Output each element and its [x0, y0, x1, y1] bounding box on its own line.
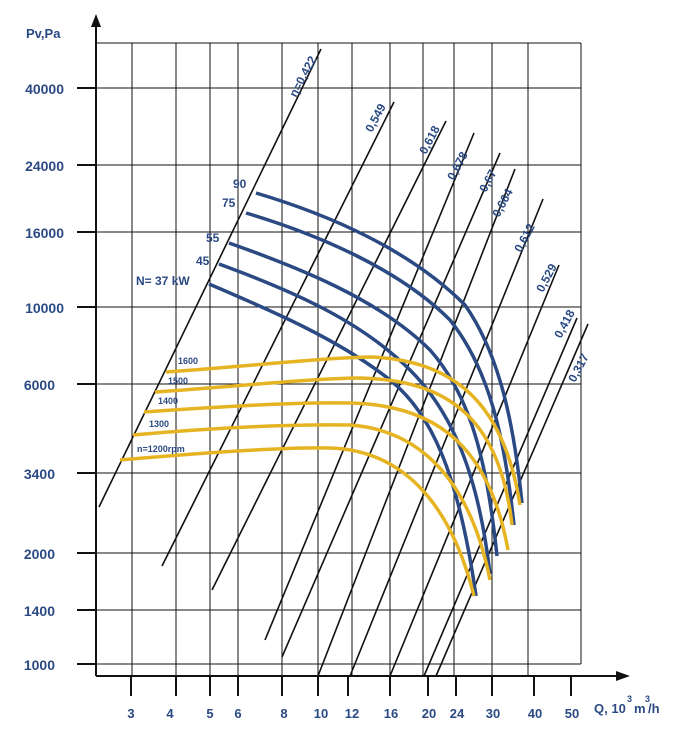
y-axis-ticks — [77, 87, 96, 665]
power-curve-45kW — [218, 262, 492, 575]
y-tick-label: 10000 — [25, 300, 64, 316]
speed-curve-1400rpm — [143, 401, 510, 551]
y-axis-title: Pv,Pa — [26, 26, 61, 41]
eff-label: 0,618 — [416, 123, 443, 156]
power-label-45: 45 — [196, 254, 210, 268]
x-tick-label: 6 — [234, 706, 241, 721]
y-tick-label: 40000 — [25, 81, 64, 97]
eff-line-0.67 — [281, 152, 501, 658]
speed-curves — [119, 355, 522, 597]
efficiency-lines — [98, 48, 589, 677]
eff-label: 0,678 — [444, 149, 471, 182]
speed-label-1200: n=1200rpm — [137, 444, 185, 454]
x-tick-label: 40 — [528, 706, 542, 721]
eff-line-0.549 — [161, 101, 395, 567]
y-tick-label: 24000 — [25, 158, 64, 174]
x-tick-label: 8 — [280, 706, 287, 721]
x-tick-label: 50 — [565, 706, 579, 721]
power-curve-75kW — [245, 211, 516, 526]
x-tick-label: 4 — [166, 706, 174, 721]
eff-label: η=0,422 — [286, 53, 319, 99]
power-label-55: 55 — [206, 231, 220, 245]
axes — [91, 14, 630, 681]
speed-curve-1300rpm — [132, 423, 492, 581]
x-axis-tick-labels: 3 4 5 6 8 10 12 16 20 24 30 40 50 — [127, 706, 579, 721]
power-label-90: 90 — [233, 177, 247, 191]
y-tick-label: 3400 — [24, 466, 55, 482]
x-axis-title: Q, 10 3 m 3 /h — [594, 694, 660, 716]
x-tick-label: 5 — [206, 706, 213, 721]
x-tick-label: 12 — [345, 706, 359, 721]
eff-label: 0,529 — [533, 261, 560, 294]
power-labels: 90 75 55 45 N= 37 kW — [136, 177, 247, 288]
y-tick-label: 1000 — [24, 657, 55, 673]
eff-line-0.422 — [98, 48, 322, 508]
eff-line-0.664 — [317, 168, 516, 677]
speed-label-1300: 1300 — [149, 419, 169, 429]
speed-curve-1600rpm — [165, 355, 522, 506]
speed-label-1400: 1400 — [158, 396, 178, 406]
eff-label: 0,612 — [511, 221, 538, 254]
eff-label: 0,549 — [362, 101, 389, 134]
eff-label: 0,67 — [476, 167, 499, 194]
svg-text:3: 3 — [627, 694, 632, 704]
x-tick-label: 20 — [422, 706, 436, 721]
speed-curve-1200rpm — [119, 446, 476, 597]
speed-label-1600: 1600 — [178, 356, 198, 366]
x-tick-label: 24 — [450, 706, 465, 721]
speed-labels: 1600 1500 1400 1300 n=1200rpm — [137, 356, 198, 454]
y-tick-label: 1400 — [24, 603, 55, 619]
x-tick-label: 10 — [314, 706, 328, 721]
power-curve-90kW — [255, 191, 524, 504]
y-tick-label: 2000 — [24, 546, 55, 562]
eff-line-0.612 — [349, 198, 544, 677]
eff-line-0.418 — [423, 317, 578, 677]
power-label-75: 75 — [222, 196, 236, 210]
svg-text:3: 3 — [645, 694, 650, 704]
power-curve-55kW — [228, 241, 499, 557]
svg-text:m: m — [634, 701, 646, 716]
eff-label: 0,664 — [489, 186, 516, 219]
y-tick-label: 16000 — [25, 225, 64, 241]
eff-line-0.678 — [264, 132, 475, 641]
y-axis-tick-labels: 40000 24000 16000 10000 6000 3400 2000 1… — [24, 81, 64, 673]
eff-line-0.618 — [211, 120, 447, 591]
power-label-37: N= 37 kW — [136, 274, 190, 288]
power-curve-37kW — [208, 282, 478, 597]
speed-label-1500: 1500 — [168, 376, 188, 386]
x-axis-ticks — [130, 676, 572, 696]
y-tick-label: 6000 — [24, 377, 55, 393]
x-tick-label: 16 — [384, 706, 398, 721]
svg-text:/h: /h — [648, 701, 660, 716]
eff-line-0.529 — [389, 264, 560, 677]
svg-text:Q, 10: Q, 10 — [594, 701, 626, 716]
speed-curve-1500rpm — [154, 376, 514, 526]
power-curves — [208, 191, 524, 597]
x-tick-label: 3 — [127, 706, 134, 721]
x-tick-label: 30 — [486, 706, 500, 721]
